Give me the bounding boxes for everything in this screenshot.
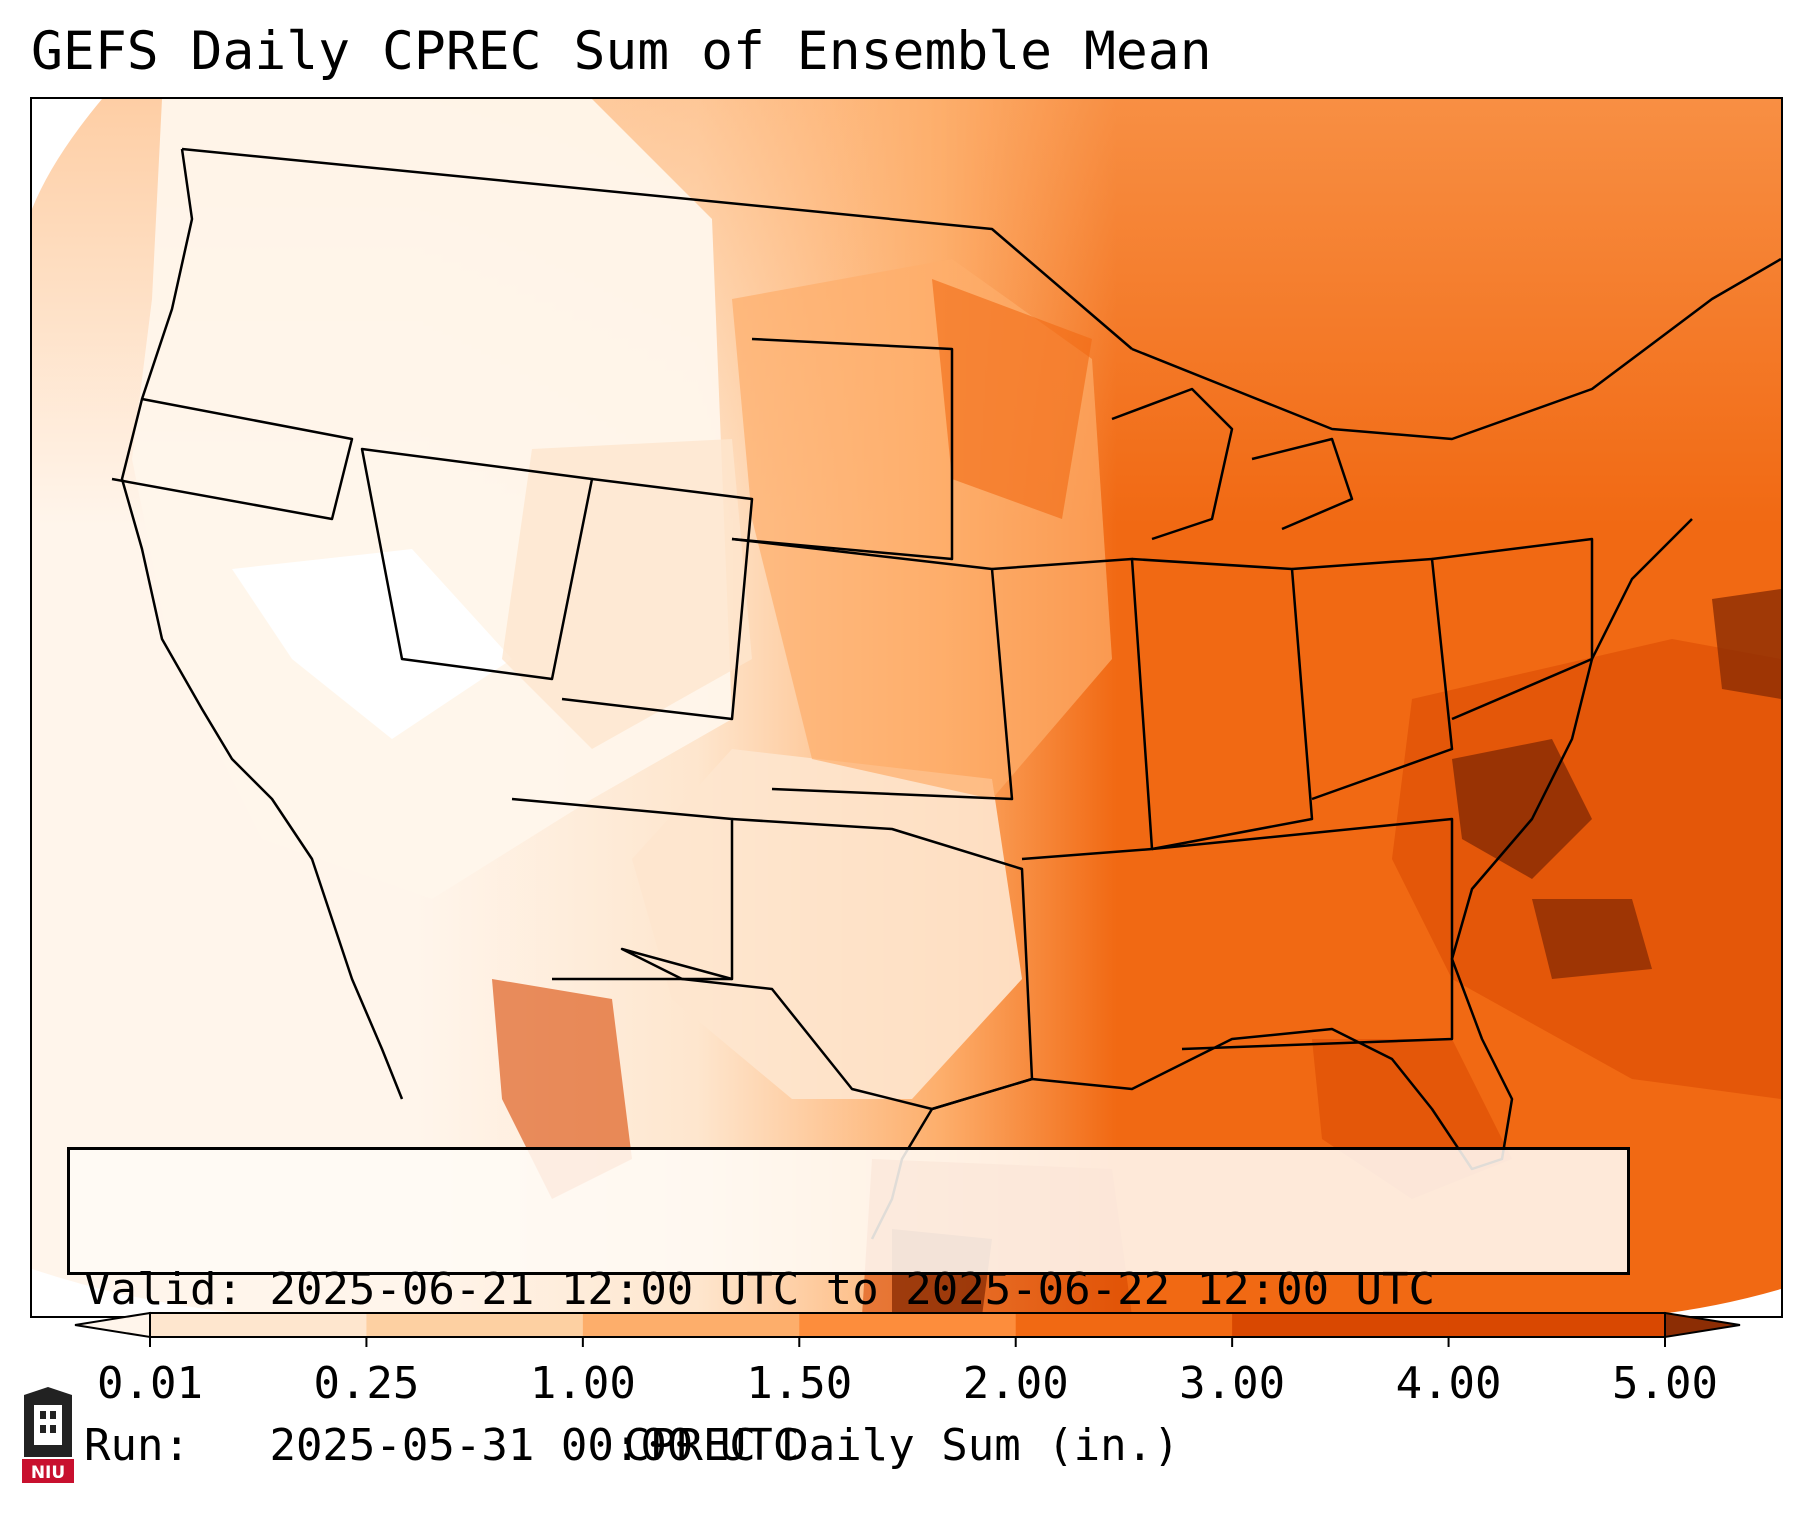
state-kansas-oklahoma [731,537,1014,801]
colorbar-segment [799,1313,1017,1337]
precip-max-carolinas [1452,739,1592,879]
run-row: Run: 2025-05-31 00:00 UTC [84,1420,1613,1472]
domain-corner-nw [32,99,102,209]
valid-time-range: 2025-06-21 12:00 UTC to 2025-06-22 12:00… [269,1264,1436,1315]
map-title: GEFS Daily CPREC Sum of Ensemble Mean [31,21,1212,82]
colorbar-tick-label: 4.00 [1395,1358,1502,1409]
colorbar-extend-high [1664,1311,1741,1339]
colorbar-label: CPREC Daily Sum (in.) [623,1420,1180,1471]
run-label: Run: [84,1420,243,1471]
colorbar-segment [150,1313,367,1337]
colorbar-tick-label: 0.01 [97,1358,203,1409]
state-ohio-kentucky [1291,557,1454,801]
colorbar [74,1311,1741,1347]
state-illinois-indiana [1131,557,1314,851]
niu-logo-icon: NIU [22,1387,74,1483]
valid-row: Valid: 2025-06-21 12:00 UTC to 2025-06-2… [84,1264,1613,1316]
colorbar-segment [1232,1313,1450,1337]
state-pennsylvania [1431,537,1594,721]
precip-light-rockies [502,439,752,749]
precip-light-texas [632,749,1022,1099]
domain-corner-sw [32,1269,282,1316]
logo-text: NIU [31,1463,65,1483]
colorbar-tick-label: 0.25 [313,1358,420,1409]
state-oregon-idaho [111,397,354,521]
colorbar-tick-label: 2.00 [962,1358,1069,1409]
colorbar-tick-label: 1.50 [746,1358,853,1409]
canada-border-west [181,147,1133,350]
colorbar-ticks [149,1337,1666,1347]
canada-border-east [1131,257,1781,441]
state-colorado [561,477,754,721]
valid-label: Valid: [84,1264,243,1315]
precip-heavy-mexico [492,979,632,1199]
precip-dry-nevada [232,549,512,739]
state-nevada-utah [360,447,594,681]
state-deep-south [1151,817,1454,1051]
precipitation-map [30,97,1783,1318]
great-lakes-michigan [1111,387,1234,541]
colorbar-extend-low [74,1311,151,1339]
great-lakes-huron [1251,437,1354,531]
colorbar-tick-label: 5.00 [1612,1358,1718,1409]
colorbar-segment [366,1313,584,1337]
state-texas [620,817,1034,1111]
precip-max-offshore [1532,899,1652,979]
west-coastline [120,148,404,1100]
colorbar-segment [1015,1313,1233,1337]
colorbar-segment [582,1313,800,1337]
domain-corner-se [1642,1289,1781,1316]
colorbar-tick-label: 3.00 [1179,1358,1286,1409]
colorbar-outline [149,1312,1666,1338]
colorbar-tick-label: 1.00 [529,1358,636,1409]
validity-info-box: Valid: 2025-06-21 12:00 UTC to 2025-06-2… [67,1147,1630,1471]
state-dakotas [731,337,954,561]
state-missouri-arkansas [991,557,1154,861]
precip-max-far-offshore [1712,589,1781,699]
state-new-mexico [511,797,734,981]
colorbar-segments [150,1313,1666,1337]
precip-upper-midwest [932,279,1092,519]
colorbar-segment [1448,1313,1666,1337]
run-time: 2025-05-31 00:00 UTC [269,1420,800,1471]
